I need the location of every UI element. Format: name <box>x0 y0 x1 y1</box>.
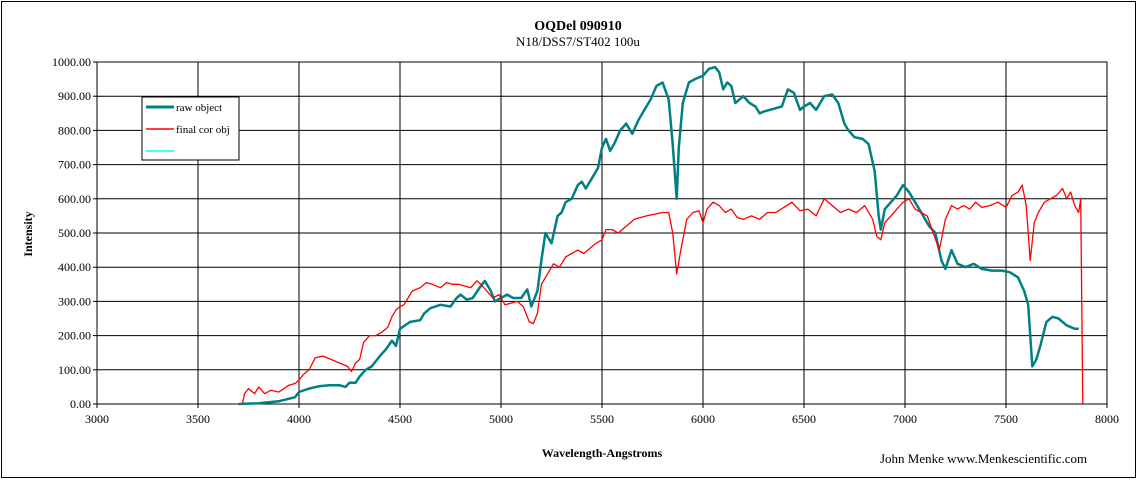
chart-title: OQDel 090910 <box>534 19 622 34</box>
y-tick-label: 600.00 <box>58 192 91 206</box>
x-tick-label: 8000 <box>1095 412 1119 426</box>
y-tick-label: 300.00 <box>58 294 91 308</box>
y-tick-label: 400.00 <box>58 260 91 274</box>
credit-text: John Menke www.Menkescientific.com <box>880 451 1088 466</box>
legend-label-2: final cor obj <box>176 124 230 136</box>
y-tick-label: 0.00 <box>70 397 91 411</box>
x-tick-label: 4000 <box>287 412 311 426</box>
y-tick-label: 800.00 <box>58 123 91 137</box>
x-axis-label: Wavelength-Angstroms <box>542 446 663 460</box>
x-tick-label: 4500 <box>388 412 412 426</box>
y-tick-label: 500.00 <box>58 226 91 240</box>
x-tick-label: 7500 <box>994 412 1018 426</box>
y-tick-label: 700.00 <box>58 158 91 172</box>
y-tick-label: 200.00 <box>58 329 91 343</box>
y-axis-label: Intensity <box>21 211 35 256</box>
x-tick-label: 5000 <box>489 412 513 426</box>
legend-label-1: raw object <box>176 102 222 114</box>
chart-subtitle: N18/DSS7/ST402 100u <box>516 34 640 49</box>
x-tick-label: 6500 <box>792 412 816 426</box>
x-tick-label: 7000 <box>893 412 917 426</box>
y-tick-label: 100.00 <box>58 363 91 377</box>
x-tick-label: 3000 <box>85 412 109 426</box>
series-line-2 <box>241 184 1084 405</box>
x-tick-label: 3500 <box>186 412 210 426</box>
plot-area: 0.00 100.00 200.00 300.00 400.00 500.00 600.00… <box>52 55 1119 426</box>
legend: raw object final cor obj <box>141 96 240 161</box>
y-tick-label: 1000.00 <box>52 55 91 69</box>
y-tick-label: 900.00 <box>58 89 91 103</box>
chart-frame <box>1 1 1136 478</box>
x-tick-label: 6000 <box>691 412 715 426</box>
x-tick-label: 5500 <box>590 412 614 426</box>
